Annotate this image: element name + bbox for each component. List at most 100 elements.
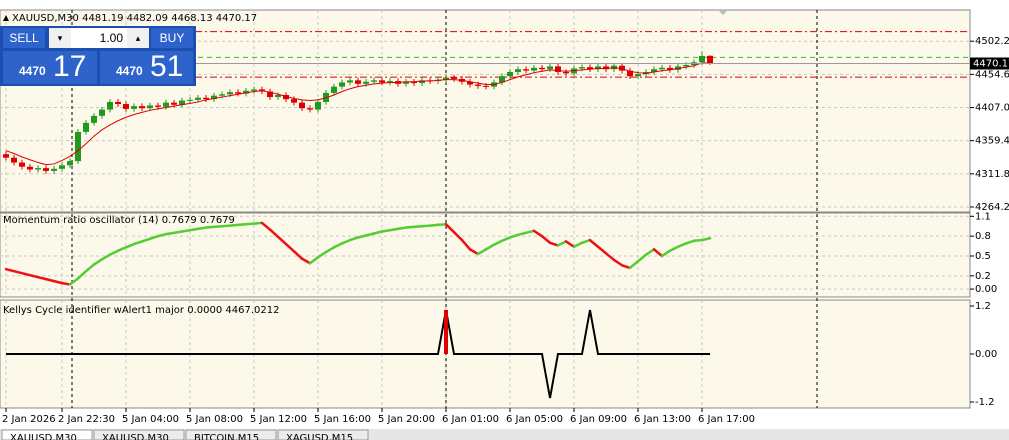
x-tick-label: 5 Jan 12:00 <box>250 414 307 425</box>
x-tick-label: 6 Jan 09:00 <box>570 414 627 425</box>
x-tick-label: 6 Jan 17:00 <box>698 414 755 425</box>
candle-body <box>51 168 57 171</box>
oscillator-segment <box>348 236 360 242</box>
candle-body <box>563 71 569 74</box>
volume-up[interactable]: ▴ <box>127 28 149 48</box>
candle-body <box>339 82 345 87</box>
oscillator-segment <box>660 249 672 258</box>
histogram-bar <box>444 310 448 354</box>
candle-body <box>419 80 425 84</box>
oscillator-segment <box>20 271 32 277</box>
candle-body <box>371 80 377 82</box>
candle-body <box>267 91 273 98</box>
oscillator-segment <box>628 260 640 270</box>
price-tag <box>970 57 1009 70</box>
y-tick-label: 0.2 <box>975 271 991 282</box>
candle-body <box>139 106 145 109</box>
x-tick-label: 5 Jan 04:00 <box>122 414 179 425</box>
x-tick-label: 2 Jan 2026 <box>2 414 56 425</box>
sell-price[interactable]: 4470 17 <box>3 50 97 84</box>
oscillator-segment <box>340 238 352 245</box>
main-header: XAUUSD,M30 4481.19 4482.09 4468.13 4470.… <box>12 13 257 24</box>
oscillator-segment <box>132 240 144 246</box>
oscillator-segment <box>164 231 176 236</box>
oscillator-segment <box>604 252 616 262</box>
candle-body <box>3 154 9 158</box>
buy-price-big: 4470 <box>116 64 143 78</box>
candle-body <box>659 67 665 70</box>
candle-body <box>523 69 529 71</box>
candle-body <box>19 162 25 167</box>
y-tick-label: -1.2 <box>975 397 995 408</box>
oscillator-segment <box>276 235 288 246</box>
oscillator-segment <box>332 242 344 249</box>
oscillator-segment <box>644 248 656 256</box>
candle-body <box>211 95 217 100</box>
buy-button[interactable]: BUY <box>151 28 193 48</box>
y-tick-label: 4502.20 <box>975 36 1009 47</box>
indicator-line <box>6 309 710 399</box>
candle-body <box>131 106 137 109</box>
symbol: XAUUSD,M30 <box>12 13 79 24</box>
candle-body <box>507 71 513 77</box>
candle-body <box>331 86 337 93</box>
oscillator-segment <box>60 281 72 286</box>
tab <box>1 429 93 440</box>
candle-body <box>243 90 249 94</box>
candle-body <box>451 77 457 79</box>
y-tick-label: 4407.00 <box>975 103 1009 114</box>
oscillator-segment <box>564 240 576 248</box>
oscillator-segment <box>252 221 264 225</box>
candle-body <box>355 80 361 84</box>
oscillator-segment <box>284 242 296 253</box>
candle-body <box>11 157 17 163</box>
oscillator-segment <box>188 227 200 232</box>
sell-price-pips: 17 <box>53 50 87 83</box>
oscillator-segment <box>100 253 112 261</box>
x-tick-label: 5 Jan 20:00 <box>378 414 435 425</box>
candle-body <box>363 81 369 84</box>
oscillator-segment <box>524 229 536 235</box>
oscillator-segment <box>364 232 376 237</box>
indicator-value: 4467.0212 <box>225 305 279 316</box>
candle-body <box>75 131 81 162</box>
oscillator-segment <box>68 277 80 286</box>
x-tick-label: 5 Jan 08:00 <box>186 414 243 425</box>
candle-body <box>147 105 153 109</box>
x-tick-label: 2 Jan 22:30 <box>58 414 115 425</box>
candle-body <box>195 97 201 100</box>
tab <box>185 429 277 440</box>
candle-body <box>667 67 673 70</box>
oscillator-segment <box>172 230 184 235</box>
oscillator-segment <box>388 227 400 232</box>
oscillator-segment <box>668 245 680 252</box>
oscillator-segment <box>44 277 56 283</box>
oscillator-segment <box>308 256 320 265</box>
oscillator-segment <box>692 238 704 243</box>
oscillator-segment <box>356 234 368 239</box>
volume-input[interactable]: 1.00 <box>71 28 127 48</box>
candle-body <box>187 99 193 101</box>
oscillator-segment <box>444 222 456 234</box>
buy-price[interactable]: 4470 51 <box>100 50 193 84</box>
moving-average <box>5 62 710 166</box>
sell-button[interactable]: SELL <box>3 28 45 48</box>
candle-body <box>27 166 33 170</box>
y-tick-label: 0.00 <box>975 349 997 360</box>
candle-body <box>379 80 385 83</box>
oscillator-segment <box>4 267 16 273</box>
candle-body <box>515 69 521 72</box>
candle-body <box>115 101 121 105</box>
sell-price-big: 4470 <box>19 64 46 78</box>
oscillator-segment <box>116 246 128 252</box>
candle-body <box>107 101 113 110</box>
volume-down[interactable]: ▾ <box>49 28 71 48</box>
y-tick-label: 0.8 <box>975 231 991 242</box>
oscillator-header: Momentum ratio oscillator (14) 0.7679 0.… <box>3 215 235 226</box>
oscillator-segment <box>532 229 544 238</box>
pane-oscillator <box>0 212 971 298</box>
candle-body <box>443 77 449 80</box>
y-tick-label: 4311.80 <box>975 169 1009 180</box>
oscillator-segment <box>212 224 224 229</box>
oscillator-segment <box>76 269 88 280</box>
